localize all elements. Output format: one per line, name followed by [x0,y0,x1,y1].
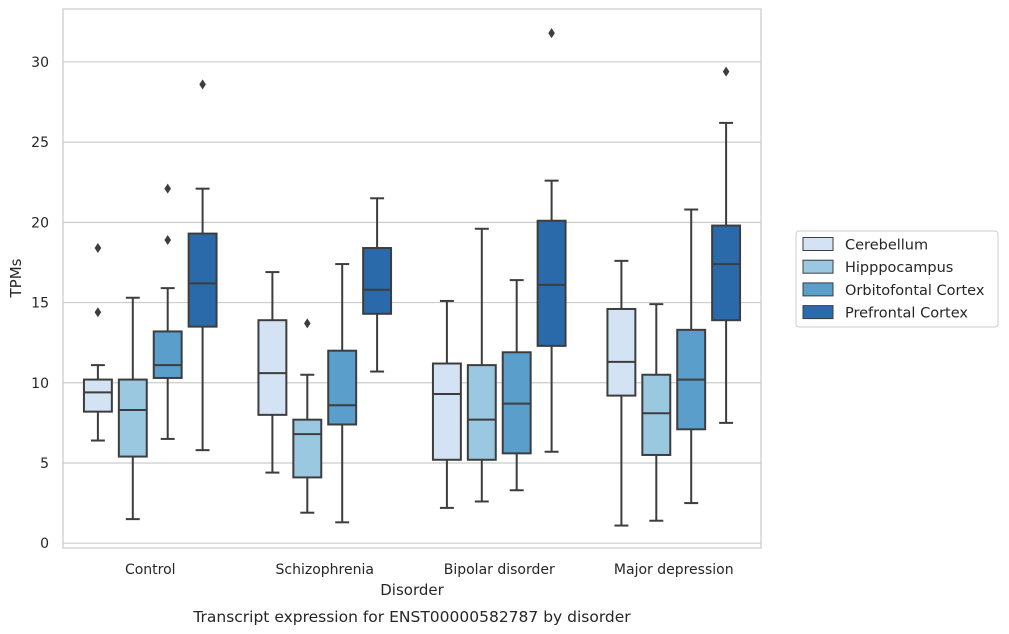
outlier-point [304,318,311,329]
box-body [536,219,567,347]
plot-area [63,9,761,548]
outlier-point [164,235,171,245]
box-body [466,364,497,461]
legend-swatch [802,237,834,251]
x-tick-label: Control [125,562,176,578]
box [606,259,637,527]
box-body [362,247,393,315]
box-body [641,373,672,456]
legend-label: Hipppocampus [845,260,953,276]
legend: Cerebellum Hipppocampus Orbitofontal Corte… [795,230,999,328]
box [292,318,323,514]
x-tick-label: Major depression [614,562,734,578]
box-body [117,378,148,458]
box [82,243,113,442]
y-tick-label: 15 [31,296,49,312]
box [536,28,567,453]
box [117,296,148,521]
box [711,66,742,424]
plot-frame [62,8,762,549]
box-body [152,330,183,379]
x-tick-label: Schizophrenia [276,562,374,578]
x-axis-title: Disorder [380,581,444,599]
y-tick-label: 20 [31,215,49,231]
box [501,279,532,492]
x-tick-labels: Control Schizophrenia Bipolar disorder Majo… [125,562,734,578]
box-body [257,319,288,416]
y-tick-label: 30 [31,55,49,71]
legend-label: Orbitofontal Cortex [845,283,985,299]
outlier-point [164,183,171,194]
legend-label: Prefrontal Cortex [845,306,968,322]
box-body [292,418,323,479]
box [362,197,393,373]
outlier-point [94,243,102,254]
box [676,208,707,505]
box [431,299,462,509]
box [327,263,358,524]
box [187,79,218,452]
box-series [82,28,742,527]
y-tick-label: 25 [31,135,49,151]
y-axis-title: TPMs [7,258,25,298]
box [257,271,288,474]
box [152,183,183,440]
y-tick-label: 5 [40,456,49,472]
gridlines [63,61,761,544]
y-tick-labels: 0 5 10 15 20 25 30 [31,55,49,552]
box-body [82,378,113,413]
legend-label: Cerebellum [845,238,928,254]
legend-swatch [802,282,834,297]
box-body [187,232,218,328]
box-body [327,349,358,426]
box-body [431,362,462,461]
y-tick-label: 10 [31,376,49,392]
x-tick-label: Bipolar disorder [444,562,555,578]
box-body [711,224,742,322]
box [466,227,497,503]
legend-swatch [802,305,834,320]
outlier-point [548,28,555,39]
legend-swatch [802,259,834,274]
outlier-point [94,307,102,318]
outlier-point [722,66,730,77]
box [641,303,672,522]
outlier-point [199,79,206,90]
y-tick-label: 0 [40,536,49,552]
legend-frame [795,230,999,328]
box-body [606,307,637,397]
chart-caption: Transcript expression for ENST0000058278… [192,608,631,626]
